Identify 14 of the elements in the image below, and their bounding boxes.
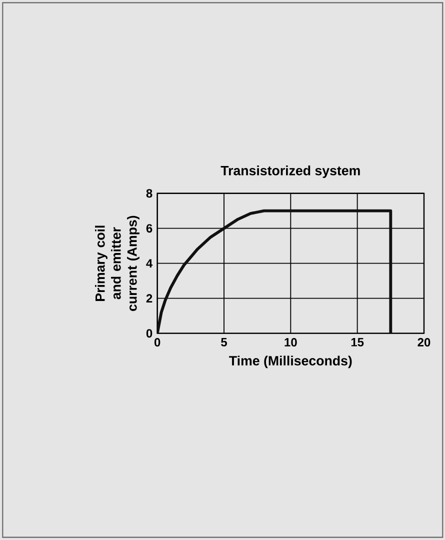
x-tick-label: 15 (351, 338, 364, 346)
y-tick-label: 8 (146, 189, 152, 198)
y-tick-label: 0 (146, 329, 152, 338)
y-tick-label: 4 (146, 259, 152, 268)
y-tick-label: 2 (146, 294, 152, 303)
y-axis-title: Primary coil and emitter current (Amps) (94, 216, 140, 311)
x-tick-label: 0 (154, 338, 160, 347)
x-tick-label: 10 (284, 338, 297, 347)
line-series (157, 209, 392, 334)
x-axis-title: Time (Milliseconds) (228, 356, 352, 368)
chart-title: Transistorized system (220, 166, 360, 178)
x-tick-label: 20 (418, 338, 430, 347)
x-tick-label: 5 (220, 338, 227, 346)
y-tick-label: 6 (146, 224, 152, 233)
